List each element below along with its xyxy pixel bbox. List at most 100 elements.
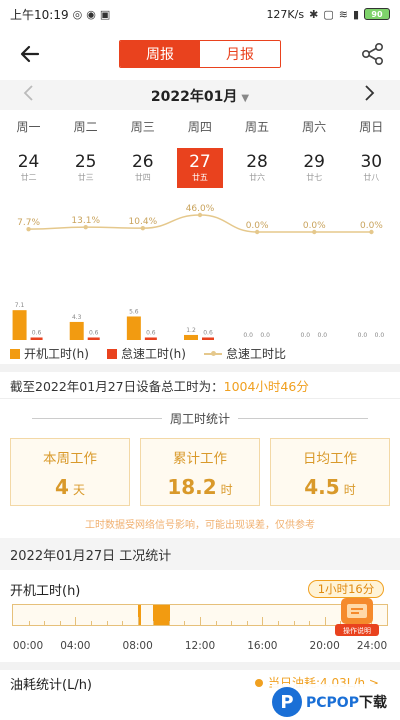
- runtime-bar-label: 4.3: [72, 314, 82, 321]
- status-bar: 上午10:19 ◎ ◉ ▣ 127K/s ✱ ▢ ≋ ▮ 90: [0, 0, 400, 28]
- date-number: 27: [189, 152, 211, 172]
- card-unit: 天: [72, 483, 85, 497]
- legend-item: 怠速工时(h): [106, 345, 186, 362]
- date-number: 29: [303, 152, 325, 172]
- card-value: 4: [55, 475, 69, 499]
- timeline-label: 24:00: [356, 640, 388, 652]
- idle-bar-label: 0.6: [89, 329, 99, 336]
- idle-ratio-point: [197, 212, 203, 218]
- timeline-label: 04:00: [60, 640, 91, 652]
- date-cell[interactable]: 26 廿四: [114, 148, 171, 188]
- weekday-label: 周三: [130, 120, 155, 134]
- weekly-hours-chart: 7.7% 13.1% 10.4% 46.0% 0.0% 0.0% 0.0% 7.1 0.6 4.3…: [0, 200, 400, 350]
- legend-label: 怠速工时比: [225, 347, 286, 361]
- signal-icon: ▮: [352, 7, 359, 21]
- idle-bar-label: 0.6: [146, 329, 156, 336]
- card-value: 18.2: [167, 475, 217, 499]
- timeline-tick: [246, 621, 248, 625]
- idle-bar-label: 0.6: [203, 329, 213, 336]
- runtime-bar: [69, 321, 84, 340]
- runtime-bar: [184, 334, 198, 340]
- chevron-right-icon: [365, 85, 375, 101]
- timeline-tick: [168, 621, 170, 625]
- divider-line: [0, 398, 400, 399]
- card-unit: 时: [220, 483, 233, 497]
- month-dropdown[interactable]: 2022年01月 ▼: [0, 86, 400, 106]
- tab-weekly[interactable]: 周报: [120, 41, 200, 67]
- idle-bar-label: 0.0: [375, 332, 385, 339]
- card-title: 日均工作: [303, 451, 357, 467]
- month-title: 2022年01月: [150, 89, 238, 105]
- idle-bar: [144, 337, 157, 340]
- date-number: 24: [17, 152, 40, 172]
- idle-ratio-point: [26, 226, 31, 232]
- date-cell-selected[interactable]: 27 廿五: [171, 148, 228, 188]
- fuel-dot-icon: [255, 678, 263, 687]
- chevron-left-icon: [23, 85, 33, 101]
- idle-ratio-label: 7.7%: [17, 218, 40, 228]
- idle-bar-label: 0.6: [32, 329, 42, 336]
- operation-guide-button[interactable]: 操作说明: [333, 596, 381, 638]
- back-button[interactable]: [16, 40, 44, 68]
- legend-item: 怠速工时比: [203, 345, 286, 362]
- timeline-tick: [215, 621, 217, 625]
- date-cell[interactable]: 25 廿三: [57, 148, 114, 188]
- weekday-label: 周二: [73, 120, 98, 134]
- runtime-bar-label: 1.2: [186, 327, 196, 334]
- date-number: 26: [131, 152, 154, 172]
- date-number: 28: [246, 152, 268, 172]
- idle-ratio-point: [312, 229, 317, 235]
- card-value: 4.5: [304, 475, 340, 499]
- tab-monthly[interactable]: 月报: [200, 41, 280, 67]
- section-divider: [0, 662, 400, 670]
- legend-label: 开机工时(h): [24, 347, 89, 361]
- idle-ratio-point: [83, 224, 88, 230]
- weekday-label: 周日: [359, 120, 384, 134]
- card-title: 累计工作: [173, 451, 227, 467]
- idle-ratio-label: 0.0%: [360, 221, 383, 231]
- card-unit: 时: [343, 483, 356, 497]
- bluetooth-icon: ✱: [309, 7, 319, 21]
- timeline-tick: [75, 617, 77, 625]
- idle-ratio-label: 46.0%: [186, 204, 215, 214]
- date-cell[interactable]: 24 廿二: [0, 148, 57, 188]
- share-button[interactable]: [360, 41, 386, 67]
- date-number: 30: [360, 152, 383, 172]
- operation-guide-caption: 操作说明: [343, 626, 371, 635]
- date-cell[interactable]: 30 廿八: [343, 148, 400, 188]
- timeline-tick: [200, 617, 201, 625]
- stat-card-daily-average: 日均工作 4.5 时: [270, 438, 390, 506]
- share-icon: [361, 42, 384, 65]
- next-week-button[interactable]: [362, 83, 376, 108]
- month-selector: 2022年01月 ▼: [0, 80, 400, 110]
- timeline-label: 08:00: [122, 640, 153, 652]
- lunar-date: 廿四: [134, 173, 151, 182]
- operation-guide-icon: 操作说明: [335, 598, 379, 636]
- date-cell[interactable]: 28 廿六: [229, 148, 286, 188]
- timeline-label: 20:00: [309, 640, 340, 652]
- watermark-text: PCPOP下载: [306, 692, 387, 712]
- date-cell[interactable]: 29 廿七: [286, 148, 343, 188]
- runtime-bar-label: 0.0: [358, 332, 368, 339]
- lunar-date: 廿五: [191, 173, 208, 182]
- runtime-segment: [153, 605, 171, 625]
- legend-swatch: [10, 348, 20, 359]
- weekday-header: 周一 周二 周三 周四 周五 周六 周日: [0, 118, 400, 135]
- stat-card-total-hours: 累计工作 18.2 时: [140, 438, 260, 506]
- runtime-segment: [138, 605, 141, 625]
- network-speed: 127K/s: [266, 7, 305, 21]
- idle-bar: [30, 337, 43, 340]
- weekly-stats-label: 周工时统计: [169, 412, 230, 426]
- prev-week-button[interactable]: [22, 83, 36, 108]
- timeline-tick: [90, 621, 92, 625]
- timeline-tick: [137, 617, 139, 625]
- total-hours-line: 截至2022年01月27日设备总工时为：1004小时46分: [10, 376, 309, 395]
- lunar-date: 廿七: [306, 173, 323, 182]
- card-value-row: 4.5 时: [304, 475, 355, 499]
- arrow-left-icon: [20, 45, 40, 63]
- runtime-bar-label: 7.1: [15, 302, 25, 309]
- lunar-date: 廿八: [363, 173, 380, 182]
- idle-ratio-label: 13.1%: [71, 216, 100, 226]
